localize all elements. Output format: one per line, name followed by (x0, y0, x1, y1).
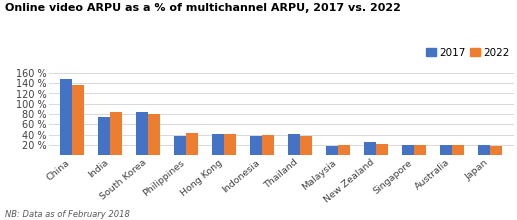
Bar (174, 136, 186, 155)
Bar (478, 145, 490, 155)
Bar (110, 112, 122, 155)
Bar (439, 145, 452, 155)
Bar (186, 132, 198, 155)
Legend: 2017, 2022: 2017, 2022 (421, 43, 514, 62)
Bar (287, 134, 300, 155)
Bar (211, 134, 224, 155)
Bar (72, 85, 84, 155)
Text: Online video ARPU as a % of multichannel ARPU, 2017 vs. 2022: Online video ARPU as a % of multichannel… (5, 3, 401, 13)
Bar (60, 79, 72, 155)
Bar (300, 136, 312, 155)
Text: NB: Data as of February 2018: NB: Data as of February 2018 (5, 210, 130, 219)
Bar (250, 136, 262, 155)
Bar (414, 145, 426, 155)
Bar (402, 145, 414, 155)
Bar (452, 145, 464, 155)
Bar (338, 145, 350, 155)
Bar (326, 146, 338, 155)
Bar (376, 144, 388, 155)
Bar (148, 114, 160, 155)
Bar (98, 117, 110, 155)
Bar (224, 134, 236, 155)
Bar (490, 146, 502, 155)
Bar (262, 135, 274, 155)
Bar (136, 112, 148, 155)
Bar (363, 142, 376, 155)
